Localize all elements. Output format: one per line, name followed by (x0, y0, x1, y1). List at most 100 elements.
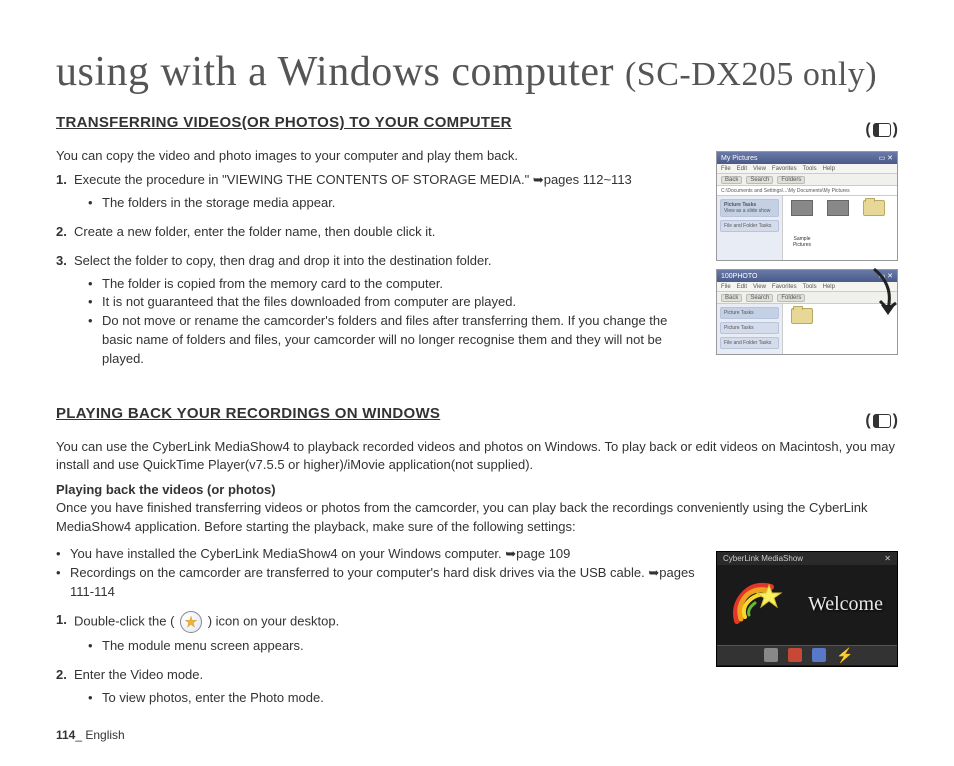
win2-controls-icon: ▭ ✕ (879, 272, 893, 280)
step-3-text: Select the folder to copy, then drag and… (74, 253, 491, 268)
s2-step-2-bullet-0: To view photos, enter the Photo mode. (88, 689, 698, 708)
win1-folders-btn: Folders (777, 176, 805, 184)
section1-steps: 1. Execute the procedure in "VIEWING THE… (56, 171, 698, 369)
s2-step-2-num: 2. (56, 666, 67, 685)
mediashow-flame-icon (812, 648, 826, 662)
step-1-num: 1. (56, 171, 67, 190)
s2-step-1-after: ) icon on your desktop. (208, 614, 340, 629)
section2-body: You have installed the CyberLink MediaSh… (56, 541, 898, 718)
step-2-num: 2. (56, 223, 67, 242)
s2-step-1-bullet-0: The module menu screen appears. (88, 637, 698, 656)
win1-address: C:\Documents and Settings\...\My Documen… (717, 186, 897, 196)
mediashow-body: Welcome (717, 565, 897, 645)
win2-side-1: Picture Tasks (720, 322, 779, 334)
section2-para: Once you have finished transferring vide… (56, 499, 898, 537)
win1-search-btn: Search (746, 176, 773, 184)
step-1-bullet-0: The folders in the storage media appear. (88, 194, 698, 213)
section2-subheading: Playing back the videos (or photos) (56, 482, 898, 497)
mediashow-desktop-icon (180, 611, 202, 633)
mediashow-star-logo-icon (731, 579, 783, 631)
win1-side-item: View as a slide show (724, 208, 770, 214)
section1-intro: You can copy the video and photo images … (56, 147, 698, 165)
step-3-bullet-0: The folder is copied from the memory car… (88, 275, 698, 294)
page-title: using with a Windows computer (SC-DX205 … (56, 48, 898, 96)
win2-toolbar: Back Search Folders (717, 292, 897, 304)
mediashow-close-icon: ✕ (884, 554, 891, 563)
win2-folder-0 (787, 308, 817, 338)
win2-menu-file: File (721, 284, 731, 290)
step-3-num: 3. (56, 252, 67, 271)
win1-menu-tools: Tools (803, 166, 817, 172)
step-3-bullet-2: Do not move or rename the camcorder's fo… (88, 312, 698, 369)
win2-menu-tools: Tools (803, 284, 817, 290)
win1-menu-help: Help (823, 166, 835, 172)
section1-text: You can copy the video and photo images … (56, 147, 698, 379)
section2-heading: PLAYING BACK YOUR RECORDINGS ON WINDOWS (56, 405, 440, 422)
win1-back-btn: Back (721, 176, 742, 184)
win2-search-btn: Search (746, 294, 773, 302)
win1-label-sample: Sample Pictures (787, 236, 817, 266)
mediashow-photo-icon (764, 648, 778, 662)
section1-heading-row: TRANSFERRING VIDEOS(OR PHOTOS) TO YOUR C… (56, 114, 898, 139)
s2-step-2-text: Enter the Video mode. (74, 667, 203, 682)
section2-intro: You can use the CyberLink MediaShow4 to … (56, 438, 898, 474)
s2-step-1: 1. Double-click the ( ) icon on your des… (56, 611, 698, 656)
prereq-0: You have installed the CyberLink MediaSh… (56, 545, 698, 564)
win2-side-2: File and Folder Tasks (720, 337, 779, 349)
page-number: 114 (56, 728, 75, 742)
mediashow-screenshot: CyberLink MediaShow ✕ Welcome ⚡ (716, 551, 898, 667)
win2-title: 100PHOTO (721, 273, 757, 280)
section1-heading: TRANSFERRING VIDEOS(OR PHOTOS) TO YOUR C… (56, 114, 512, 131)
win2-back-btn: Back (721, 294, 742, 302)
win2-folders-btn: Folders (777, 294, 805, 302)
win2-menu-edit: Edit (737, 284, 747, 290)
win1-side-file-tasks: File and Folder Tasks (720, 220, 779, 232)
win1-thumb-0 (787, 200, 817, 230)
win2-side-0: Picture Tasks (720, 307, 779, 319)
explorer-screenshots: My Pictures ▭ ✕ File Edit View Favorites… (716, 147, 898, 379)
prereq-1: Recordings on the camcorder are transfer… (56, 564, 698, 602)
win1-body: Picture Tasks View as a slide show File … (717, 196, 897, 260)
s2-step-1-num: 1. (56, 611, 67, 630)
step-1-text: Execute the procedure in "VIEWING THE CO… (74, 172, 632, 187)
step-2-text: Create a new folder, enter the folder na… (74, 224, 435, 239)
win2-menu-view: View (753, 284, 766, 290)
page-lang: _ English (75, 728, 124, 742)
section2-heading-row: PLAYING BACK YOUR RECORDINGS ON WINDOWS … (56, 405, 898, 430)
win2-main (783, 304, 897, 354)
win1-menu: File Edit View Favorites Tools Help (717, 164, 897, 174)
section2-text: You have installed the CyberLink MediaSh… (56, 541, 698, 718)
mediashow-titlebar: CyberLink MediaShow ✕ (717, 552, 897, 565)
title-main: using with a Windows computer (56, 49, 614, 95)
win1-folder-0 (859, 200, 889, 230)
win1-menu-edit: Edit (737, 166, 747, 172)
mediashow-video-icon (788, 648, 802, 662)
win1-menu-file: File (721, 166, 731, 172)
win1-controls-icon: ▭ ✕ (879, 154, 893, 162)
win2-menu-help: Help (823, 284, 835, 290)
step-1: 1. Execute the procedure in "VIEWING THE… (56, 171, 698, 213)
win1-sidebar: Picture Tasks View as a slide show File … (717, 196, 783, 260)
section1-body: You can copy the video and photo images … (56, 147, 898, 379)
title-sub: (SC-DX205 only) (625, 56, 877, 93)
win2-sidebar: Picture Tasks Picture Tasks File and Fol… (717, 304, 783, 354)
win2-body: Picture Tasks Picture Tasks File and Fol… (717, 304, 897, 354)
win1-titlebar: My Pictures ▭ ✕ (717, 152, 897, 164)
step-2: 2. Create a new folder, enter the folder… (56, 223, 698, 242)
win1-menu-fav: Favorites (772, 166, 797, 172)
mediashow-welcome: Welcome (808, 593, 883, 616)
step-3: 3. Select the folder to copy, then drag … (56, 252, 698, 369)
win1-thumb-1 (823, 200, 853, 230)
explorer-window-2: 100PHOTO ▭ ✕ File Edit View Favorites To… (716, 269, 898, 355)
mediashow-run-icon: ⚡ (836, 648, 850, 662)
s2-step-1-before: Double-click the ( (74, 614, 174, 629)
mediashow-title-text: CyberLink MediaShow (723, 554, 803, 563)
mediashow-footer: ⚡ (717, 645, 897, 665)
step-3-bullet-1: It is not guaranteed that the files down… (88, 293, 698, 312)
explorer-window-1: My Pictures ▭ ✕ File Edit View Favorites… (716, 151, 898, 261)
sd-card-icon (873, 123, 891, 137)
page-footer: 114_ English (56, 728, 125, 742)
win1-title: My Pictures (721, 155, 758, 162)
win2-titlebar: 100PHOTO ▭ ✕ (717, 270, 897, 282)
win1-toolbar: Back Search Folders (717, 174, 897, 186)
